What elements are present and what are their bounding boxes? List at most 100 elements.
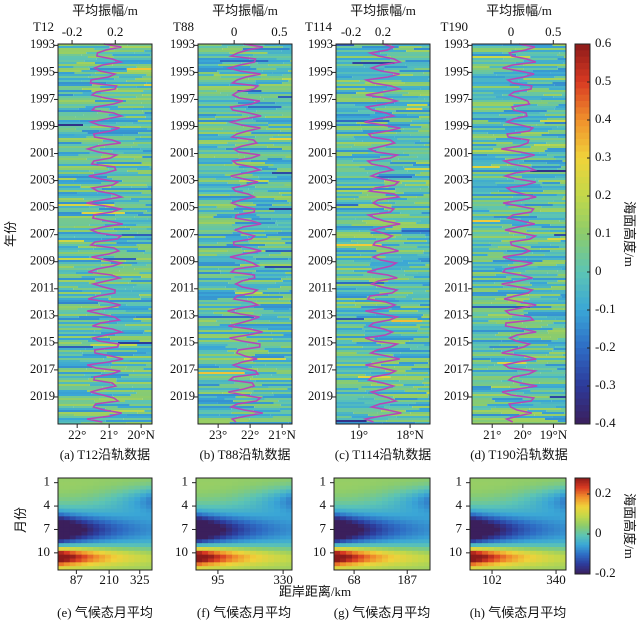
heatmap-texture <box>58 284 100 286</box>
heatmap-texture <box>494 493 501 498</box>
heatmap-texture <box>58 414 75 416</box>
y-tick-label: 2011 <box>170 281 195 295</box>
heatmap-texture <box>529 102 548 104</box>
heatmap-texture <box>202 566 209 571</box>
heatmap-texture <box>506 478 513 483</box>
heatmap-texture <box>276 368 292 370</box>
heatmap-texture <box>406 562 413 567</box>
heatmap-texture <box>268 485 275 490</box>
heatmap-texture <box>105 493 112 498</box>
heatmap-texture <box>482 524 489 529</box>
heatmap-texture <box>234 134 279 136</box>
heatmap-texture <box>146 554 153 559</box>
heatmap-texture <box>58 216 96 218</box>
heatmap-texture <box>226 244 266 246</box>
heatmap-texture <box>427 104 430 106</box>
heatmap-texture <box>87 481 94 487</box>
heatmap-texture <box>131 146 152 148</box>
heatmap-texture <box>400 489 407 494</box>
heatmap-texture <box>277 176 292 178</box>
heatmap-texture <box>286 562 293 567</box>
heatmap-texture <box>404 270 430 272</box>
heatmap-texture <box>417 272 430 274</box>
heatmap-texture <box>122 562 129 567</box>
heatmap-texture <box>58 420 106 422</box>
heatmap-texture <box>470 493 477 498</box>
heatmap-texture <box>140 148 152 150</box>
heatmap-texture <box>356 342 377 344</box>
heatmap-texture <box>198 232 233 234</box>
heatmap-texture <box>256 508 263 513</box>
heatmap-texture <box>106 388 152 390</box>
heatmap-texture <box>268 60 291 62</box>
heatmap-texture <box>261 168 278 170</box>
heatmap-texture <box>364 562 371 567</box>
heatmap-texture <box>198 90 217 92</box>
heatmap-texture <box>500 531 507 536</box>
heatmap-texture <box>336 112 375 114</box>
colorbar-tick-label: -0.4 <box>595 415 616 430</box>
heatmap-texture <box>553 200 566 202</box>
y-tick-label: 2019 <box>30 389 55 403</box>
heatmap-texture <box>198 236 226 238</box>
heatmap-texture <box>69 489 77 494</box>
heatmap-texture <box>110 481 118 487</box>
heatmap-texture <box>520 112 540 114</box>
heatmap-texture <box>116 230 152 232</box>
heatmap-texture <box>370 508 377 513</box>
heatmap-texture <box>336 380 358 382</box>
heatmap-texture <box>512 562 519 567</box>
heatmap-texture <box>99 504 106 510</box>
heatmap-texture <box>364 543 371 548</box>
heatmap-texture <box>424 493 431 498</box>
heatmap-texture <box>237 416 273 418</box>
heatmap-texture <box>554 527 561 533</box>
heatmap-texture <box>422 108 430 110</box>
heatmap-texture <box>501 412 542 414</box>
heatmap-texture <box>244 501 251 506</box>
heatmap-texture <box>126 124 152 126</box>
heatmap-texture <box>420 94 430 96</box>
heatmap-texture <box>250 478 257 483</box>
heatmap-texture <box>272 392 292 394</box>
heatmap-texture <box>58 118 109 120</box>
heatmap-texture <box>244 566 251 571</box>
heatmap-texture <box>336 288 357 290</box>
heatmap-texture <box>406 485 413 490</box>
colorbar-swatch <box>575 240 590 248</box>
heatmap-texture <box>508 66 558 68</box>
heatmap-texture <box>346 489 353 494</box>
heatmap-texture <box>394 550 401 556</box>
heatmap-texture <box>563 308 566 310</box>
heatmap-texture <box>530 554 537 559</box>
heatmap-texture <box>382 558 389 563</box>
heatmap-texture <box>424 539 431 544</box>
heatmap-texture <box>410 134 430 136</box>
heatmap-texture <box>382 516 389 521</box>
heatmap-texture <box>268 294 292 296</box>
heatmap-texture <box>214 535 221 540</box>
heatmap-texture <box>198 364 216 366</box>
heatmap-texture <box>219 60 269 62</box>
colorbar-tick-label: -0.2 <box>595 339 616 354</box>
heatmap-texture <box>352 535 359 540</box>
heatmap-texture <box>81 512 88 517</box>
heatmap-texture <box>288 70 292 72</box>
heatmap-texture <box>58 150 113 152</box>
heatmap-texture <box>472 266 503 268</box>
heatmap-texture <box>232 531 239 536</box>
heatmap-texture <box>58 222 117 224</box>
heatmap-texture <box>383 118 421 120</box>
y-tick-label: 1995 <box>308 64 333 78</box>
heatmap-texture <box>375 266 410 268</box>
heatmap-texture <box>232 489 239 494</box>
x2-label: 平均振幅/m <box>486 3 552 18</box>
heatmap-texture <box>286 497 293 502</box>
heatmap-texture <box>58 232 101 234</box>
heatmap-texture <box>401 230 430 232</box>
heatmap-texture <box>530 558 537 563</box>
heatmap-texture <box>363 396 394 398</box>
heatmap-texture <box>364 478 371 483</box>
x-tick-label: 68 <box>348 572 361 587</box>
heatmap-texture <box>542 182 561 184</box>
